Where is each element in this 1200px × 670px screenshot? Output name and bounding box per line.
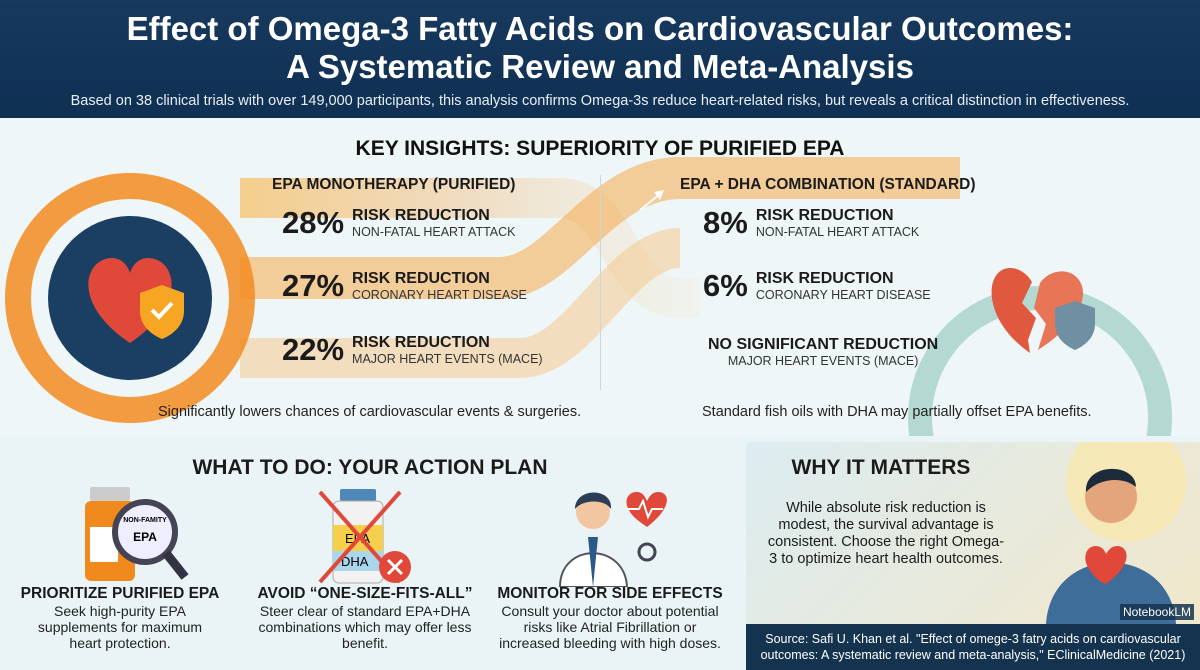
combo-caption: Standard fish oils with DHA may partiall… <box>702 404 1092 420</box>
row-outcome: NON-FATAL HEART ATTACK <box>755 225 920 239</box>
percent: 8% <box>703 205 748 240</box>
doctor-heart-icon <box>558 492 667 587</box>
action-item: AVOID “ONE-SIZE-FITS-ALL” Steer clear of … <box>245 585 485 651</box>
notebooklm-watermark: NotebookLM <box>1119 604 1194 620</box>
man-illustration <box>1046 442 1186 624</box>
ribbon-graphic <box>5 157 1173 436</box>
epa-label: EPA <box>133 530 157 544</box>
action-text: Seek high-purity EPA supplements for max… <box>37 603 203 651</box>
why-it-matters-panel: WHY IT MATTERS While absolute risk reduc… <box>746 442 1200 670</box>
why-text: While absolute risk reduction is modest,… <box>767 500 1005 567</box>
epa-caption: Significantly lowers chances of cardiova… <box>158 404 582 420</box>
percent: 28% <box>282 205 345 240</box>
row-label: RISK REDUCTION <box>352 207 490 224</box>
row-outcome: MAJOR HEART EVENTS (MACE) <box>352 352 543 366</box>
combo-row: 8% RISK REDUCTION NON-FATAL HEART ATTACK <box>703 205 919 241</box>
crossed-bottle-icon: EPA DHA <box>318 489 411 584</box>
epa-row: 28% RISK REDUCTION NON-FATAL HEART ATTACK <box>282 205 516 241</box>
row-label: RISK REDUCTION <box>352 270 490 287</box>
action-title: MONITOR FOR SIDE EFFECTS <box>497 585 723 602</box>
purity-label: NON-FAMITY <box>123 517 167 524</box>
source-citation: Source: Safi U. Khan et al. "Effect of o… <box>746 624 1200 670</box>
row-outcome: MAJOR HEART EVENTS (MACE) <box>727 354 919 368</box>
action-text: Consult your doctor about potential risk… <box>499 603 721 651</box>
action-title: AVOID “ONE-SIZE-FITS-ALL” <box>257 585 473 602</box>
percent: 6% <box>703 268 748 303</box>
combo-row: 6% RISK REDUCTION CORONARY HEART DISEASE <box>703 268 931 304</box>
row-outcome: CORONARY HEART DISEASE <box>352 288 527 302</box>
page-title: Effect of Omega-3 Fatty Acids on Cardiov… <box>0 0 1200 86</box>
epa-heading: EPA MONOTHERAPY (PURIFIED) <box>272 176 516 193</box>
combo-heading: EPA + DHA COMBINATION (STANDARD) <box>680 176 976 193</box>
percent: 22% <box>282 332 345 367</box>
insights-title: KEY INSIGHTS: SUPERIORITY OF PURIFIED EP… <box>355 137 845 160</box>
percent: 27% <box>282 268 345 303</box>
epa-row: 27% RISK REDUCTION CORONARY HEART DISEASE <box>282 268 527 304</box>
title-line-1: Effect of Omega-3 Fatty Acids on Cardiov… <box>126 10 1074 47</box>
row-label: RISK REDUCTION <box>755 207 894 224</box>
epa-row: 22% RISK REDUCTION MAJOR HEART EVENTS (MAC… <box>282 332 543 368</box>
title-line-2: A Systematic Review and Meta-Analysis <box>286 48 914 85</box>
row-label: RISK REDUCTION <box>352 334 490 351</box>
action-plan-title: WHAT TO DO: YOUR ACTION PLAN <box>192 456 548 479</box>
row-label: RISK REDUCTION <box>755 270 894 287</box>
column-divider <box>600 175 601 390</box>
subtitle: Based on 38 clinical trials with over 14… <box>70 93 1130 109</box>
action-item: MONITOR FOR SIDE EFFECTS Consult your doc… <box>490 585 730 651</box>
row-label: NO SIGNIFICANT REDUCTION <box>708 336 939 353</box>
action-title: PRIORITIZE PURIFIED EPA <box>20 585 220 602</box>
bottle-magnifier-icon: NON-FAMITY EPA <box>85 487 189 581</box>
action-item: PRIORITIZE PURIFIED EPA Seek high-purity … <box>0 585 240 651</box>
dha-label: DHA <box>341 554 369 569</box>
combo-row: NO SIGNIFICANT REDUCTION MAJOR HEART EVEN… <box>708 336 938 368</box>
broken-heart-icon <box>991 268 1036 353</box>
row-outcome: CORONARY HEART DISEASE <box>755 288 931 302</box>
why-title: WHY IT MATTERS <box>791 456 971 479</box>
header: Effect of Omega-3 Fatty Acids on Cardiov… <box>0 0 1200 118</box>
row-outcome: NON-FATAL HEART ATTACK <box>352 225 516 239</box>
action-text: Steer clear of standard EPA+DHA combinat… <box>258 603 472 651</box>
